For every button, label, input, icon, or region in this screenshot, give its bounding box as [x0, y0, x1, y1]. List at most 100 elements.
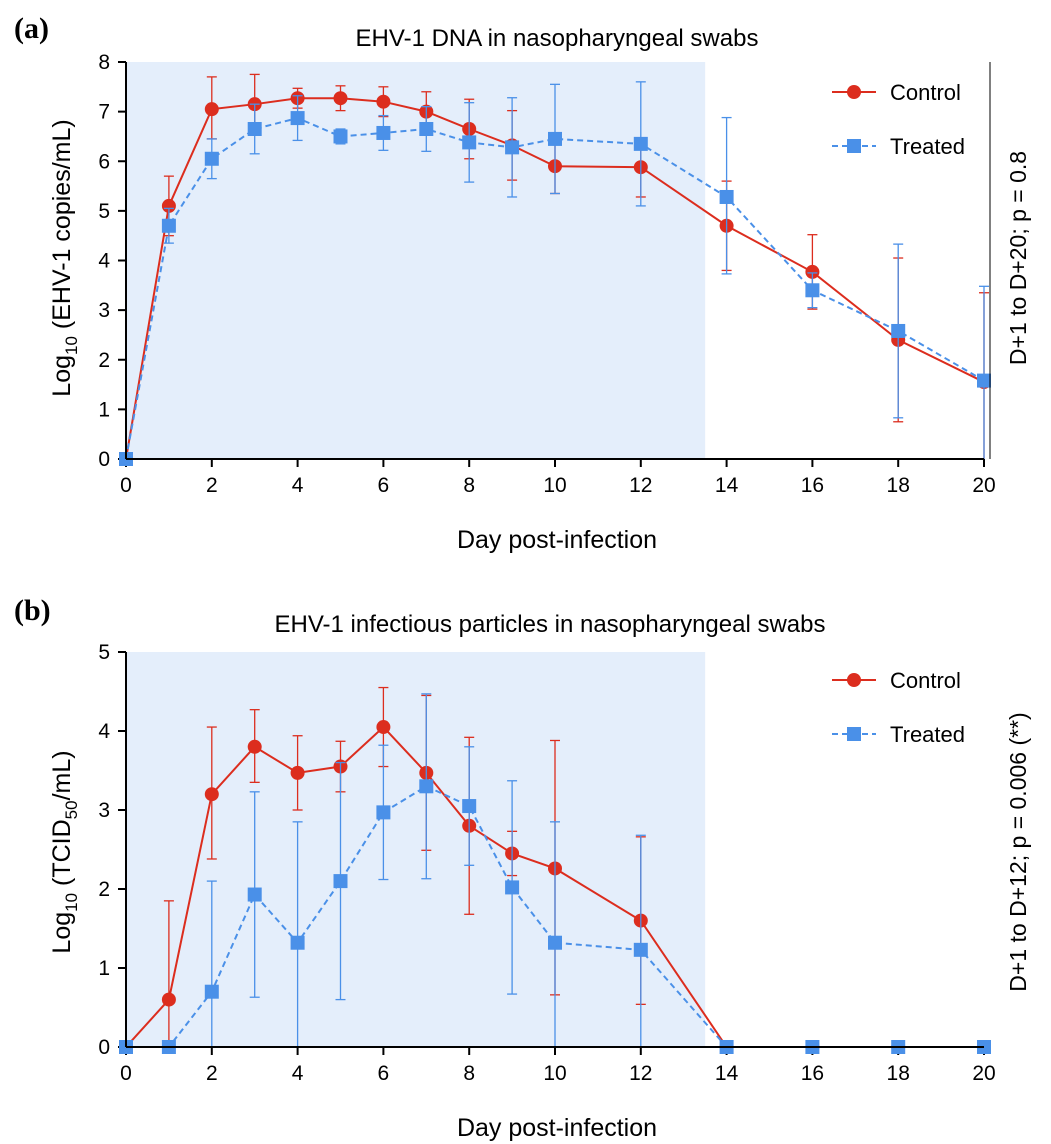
panel-a-legend: Control Treated [832, 80, 965, 159]
panel-a-y-tick-label: 7 [98, 101, 110, 124]
panel-b: (b) EHV-1 infectious particles in nasoph… [14, 594, 1031, 1142]
panel-a-legend-control-marker [847, 85, 861, 99]
panel-b-treated-point [633, 942, 648, 957]
panel-b-legend-treated: Treated [890, 722, 965, 747]
panel-b-y-tick-label: 3 [98, 799, 110, 822]
panel-b-series-treated [119, 693, 991, 1054]
panel-a-x-tick-label: 14 [715, 474, 739, 497]
panel-a-x-tick-label: 4 [292, 474, 304, 497]
panel-b-control-point [204, 787, 219, 802]
panel-a-treated-point [633, 136, 648, 151]
panel-a-treated-point [977, 373, 991, 388]
panel-b-p-value-annotation: D+1 to D+12; p = 0.006 (**) [1005, 712, 1031, 991]
panel-a-legend-treated: Treated [890, 134, 965, 159]
panel-a-control-line [125, 97, 985, 460]
panel-b-x-tick-label: 16 [801, 1062, 824, 1085]
panel-b-control-point [161, 992, 176, 1007]
panel-b-x-axis-label: Day post-infection [457, 1114, 657, 1142]
panel-a-y-tick-label: 1 [98, 398, 110, 421]
panel-b-x-tick-label: 18 [887, 1062, 910, 1085]
panel-b-y-tick-label: 1 [98, 957, 110, 980]
panel-b-x-tick-label: 6 [378, 1062, 390, 1085]
panel-a-treated-point [419, 121, 434, 136]
panel-a-series-treated [119, 81, 991, 466]
panel-a-y-tick-label: 8 [98, 51, 110, 74]
panel-a-y-tick-label: 5 [98, 200, 110, 223]
panel-a-label: (a) [14, 12, 49, 45]
panel-a-y-tick-label: 6 [98, 150, 110, 173]
panel-b-treated-point [505, 880, 520, 895]
panel-b-y-tick-label: 5 [98, 641, 110, 664]
panel-a-y-tick-label: 4 [98, 250, 110, 273]
panel-b-x-tick-label: 2 [206, 1062, 218, 1085]
panel-b-treated-point [376, 805, 391, 820]
panel-a-x-tick-label: 10 [543, 474, 566, 497]
panel-b-legend-control-marker [847, 673, 861, 687]
panel-a-y-axis-label: Log10 (EHV-1 copies/mL) [48, 119, 81, 396]
panel-b-x-tick-label: 20 [972, 1062, 995, 1085]
panel-a-x-tick-label: 6 [378, 474, 390, 497]
panel-b-treated-point [462, 799, 477, 814]
panel-a-x-tick-label: 16 [801, 474, 824, 497]
panel-b-y-axis-label: Log10 (TCID50/mL) [48, 750, 81, 953]
panel-a-y-tick-label: 0 [98, 448, 110, 471]
panel-b-legend-control: Control [890, 668, 961, 693]
panel-a-x-tick-label: 0 [120, 474, 132, 497]
panel-b-x-tick-label: 14 [715, 1062, 739, 1085]
panel-a-treated-point [161, 218, 176, 233]
panel-a-x-tick-label: 20 [972, 474, 995, 497]
panel-b-y-tick-label: 0 [98, 1036, 110, 1059]
panel-a-control-point [805, 264, 820, 279]
panel-a-x-tick-label: 2 [206, 474, 218, 497]
panel-a-treated-point [505, 140, 520, 155]
panel-b-control-point [376, 720, 391, 735]
panel-b-control-point [247, 739, 262, 754]
panel-b-x-tick-label: 0 [120, 1062, 132, 1085]
panel-b-x-tick-label: 8 [463, 1062, 475, 1085]
panel-b-x-tick-label: 4 [292, 1062, 304, 1085]
panel-a-x-tick-label: 18 [887, 474, 910, 497]
panel-a-control-point [376, 94, 391, 109]
panel-a-title: EHV-1 DNA in nasopharyngeal swabs [356, 25, 759, 52]
panel-a-x-tick-label: 8 [463, 474, 475, 497]
panel-a-treated-line [125, 117, 985, 460]
panel-a-control-point [161, 198, 176, 213]
panel-a-x-axis-label: Day post-infection [457, 526, 657, 554]
panel-b-treated-point [333, 874, 348, 889]
panel-a-treated-point [204, 151, 219, 166]
panel-a-treated-point [891, 323, 906, 338]
panel-b-title: EHV-1 infectious particles in nasopharyn… [275, 611, 826, 638]
panel-a-treated-point [548, 131, 562, 146]
panel-a-y-tick-label: 2 [98, 349, 110, 372]
panel-a-treated-point [719, 189, 734, 204]
panel-b-legend-treated-marker [847, 727, 861, 741]
panel-b-x-tick-label: 12 [629, 1062, 652, 1085]
panel-b-treated-line [126, 785, 984, 1048]
panel-b-treated-point [204, 984, 219, 999]
panel-b-control-point [290, 765, 305, 780]
panel-a-treated-point [290, 111, 305, 126]
panel-b-legend: Control Treated [832, 668, 965, 747]
panel-a-treated-point [462, 135, 477, 150]
panel-a-control-point [333, 91, 348, 106]
panel-a-p-value-annotation: D+1 to D+20; p = 0.8 [1005, 151, 1031, 365]
panel-a-legend-control: Control [890, 80, 961, 105]
panel-a-control-point [204, 102, 219, 117]
panel-a-treated-point [376, 125, 391, 140]
panel-b-x-tick-label: 10 [543, 1062, 566, 1085]
panel-a: (a) EHV-1 DNA in nasopharyngeal swabs 0 1… [14, 12, 1031, 554]
panel-b-y-tick-label: 4 [98, 720, 110, 743]
panel-a-shaded-region [126, 62, 706, 459]
panel-a-treated-point [247, 121, 262, 136]
panel-a-x-tick-label: 12 [629, 474, 652, 497]
panel-b-treated-point [247, 887, 262, 902]
panel-b-y-tick-label: 2 [98, 878, 110, 901]
panel-b-treated-point [548, 935, 562, 950]
panel-b-shaded-region [126, 652, 706, 1047]
panel-b-treated-point [290, 935, 305, 950]
panel-b-label: (b) [14, 594, 51, 627]
panel-a-treated-point [805, 283, 820, 298]
panel-a-y-tick-label: 3 [98, 299, 110, 322]
panel-a-treated-point [333, 129, 348, 144]
